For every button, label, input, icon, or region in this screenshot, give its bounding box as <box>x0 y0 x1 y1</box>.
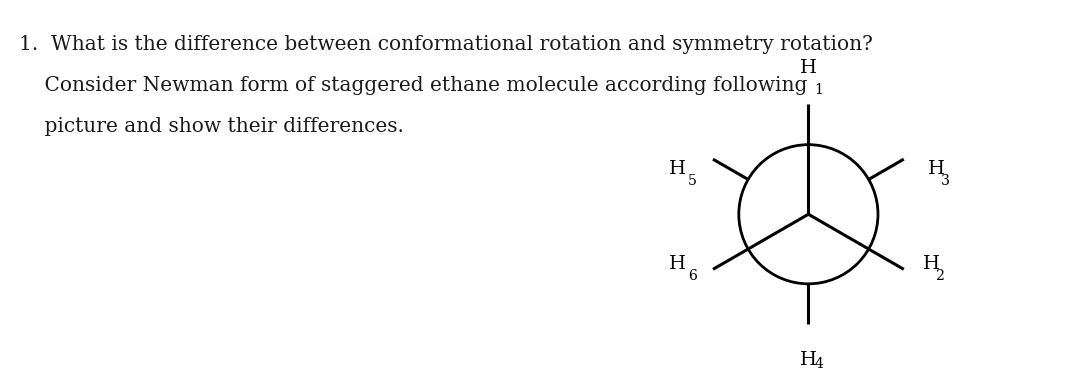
Text: H: H <box>923 254 940 273</box>
Text: 5: 5 <box>688 174 697 188</box>
Text: Consider Newman form of staggered ethane molecule according following: Consider Newman form of staggered ethane… <box>18 76 807 95</box>
Text: H: H <box>800 352 816 370</box>
Text: H: H <box>669 160 686 178</box>
Text: H: H <box>669 254 686 273</box>
Text: 1.  What is the difference between conformational rotation and symmetry rotation: 1. What is the difference between confor… <box>18 35 873 54</box>
Text: 6: 6 <box>688 269 697 283</box>
Text: 2: 2 <box>935 269 945 283</box>
Text: picture and show their differences.: picture and show their differences. <box>18 117 404 136</box>
Text: H: H <box>800 59 816 77</box>
Text: H: H <box>928 160 945 178</box>
Text: 3: 3 <box>941 174 949 188</box>
Text: 4: 4 <box>814 357 824 371</box>
Text: 1: 1 <box>814 82 824 97</box>
